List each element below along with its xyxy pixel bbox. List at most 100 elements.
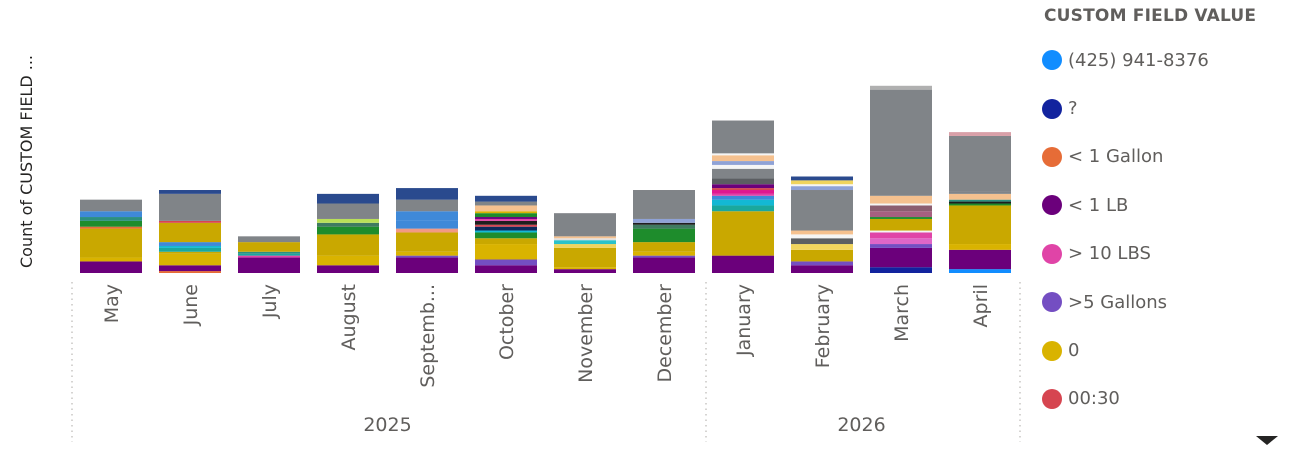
bar-segment[interactable] [791, 190, 853, 231]
bar-segment[interactable] [870, 230, 932, 233]
bar-segment[interactable] [317, 265, 379, 273]
bar-segment[interactable] [791, 238, 853, 245]
bar-segment[interactable] [475, 217, 537, 219]
bar-segment[interactable] [80, 228, 142, 258]
bar-segment[interactable] [633, 228, 695, 243]
bar-segment[interactable] [554, 213, 616, 237]
bar-3[interactable] [238, 236, 300, 273]
bar-segment[interactable] [159, 247, 221, 252]
bar-segment[interactable] [870, 238, 932, 245]
bar-segment[interactable] [396, 211, 458, 221]
bar-segment[interactable] [712, 120, 774, 154]
bar-segment[interactable] [870, 267, 932, 273]
bar-segment[interactable] [712, 184, 774, 189]
bar-10[interactable] [791, 176, 853, 274]
legend-item[interactable]: ? [1042, 84, 1292, 132]
bar-segment[interactable] [80, 211, 142, 218]
bar-segment[interactable] [475, 259, 537, 266]
bar-segment[interactable] [712, 155, 774, 162]
bar-segment[interactable] [396, 188, 458, 200]
legend-scroll-down-icon[interactable] [1256, 436, 1278, 445]
bar-segment[interactable] [554, 269, 616, 273]
bar-segment[interactable] [159, 253, 221, 266]
bar-segment[interactable] [475, 226, 537, 231]
bar-segment[interactable] [159, 251, 221, 254]
bar-segment[interactable] [475, 265, 537, 273]
bar-segment[interactable] [317, 226, 379, 235]
bar-segment[interactable] [712, 255, 774, 273]
bar-segment[interactable] [475, 220, 537, 225]
bar-segment[interactable] [712, 164, 774, 169]
bar-segment[interactable] [396, 255, 458, 258]
bar-6[interactable] [475, 195, 537, 273]
legend-item[interactable]: > 10 LBS [1042, 230, 1292, 278]
bar-segment[interactable] [475, 218, 537, 221]
bar-2[interactable] [159, 190, 221, 273]
bar-segment[interactable] [396, 228, 458, 233]
bar-segment[interactable] [712, 178, 774, 185]
bar-segment[interactable] [870, 217, 932, 219]
bar-segment[interactable] [791, 184, 853, 187]
bar-segment[interactable] [949, 199, 1011, 202]
bar-segment[interactable] [791, 234, 853, 239]
bar-segment[interactable] [80, 257, 142, 262]
bar-segment[interactable] [238, 255, 300, 258]
bar-segment[interactable] [712, 199, 774, 206]
bar-segment[interactable] [475, 224, 537, 227]
bar-segment[interactable] [475, 211, 537, 214]
legend-item[interactable]: (425) 941-8376 [1042, 36, 1292, 84]
bar-segment[interactable] [791, 244, 853, 250]
bar-segment[interactable] [475, 238, 537, 245]
bar-segment[interactable] [80, 261, 142, 273]
bar-segment[interactable] [870, 205, 932, 212]
bar-segment[interactable] [870, 85, 932, 90]
bar-segment[interactable] [633, 251, 695, 256]
bar-segment[interactable] [159, 271, 221, 273]
bar-segment[interactable] [554, 240, 616, 245]
bar-segment[interactable] [712, 161, 774, 165]
bar-segment[interactable] [159, 220, 221, 223]
bar-segment[interactable] [317, 193, 379, 204]
bar-8[interactable] [633, 190, 695, 273]
bar-segment[interactable] [870, 195, 932, 204]
bar-segment[interactable] [396, 232, 458, 252]
bar-segment[interactable] [159, 193, 221, 221]
bar-segment[interactable] [159, 242, 221, 246]
bar-segment[interactable] [870, 203, 932, 206]
bar-segment[interactable] [949, 203, 1011, 206]
bar-segment[interactable] [554, 244, 616, 248]
bar-segment[interactable] [554, 238, 616, 241]
bar-segment[interactable] [317, 218, 379, 223]
bar-4[interactable] [317, 193, 379, 273]
bar-segment[interactable] [80, 220, 142, 227]
bar-segment[interactable] [949, 244, 1011, 250]
bar-9[interactable] [712, 120, 774, 273]
bar-segment[interactable] [949, 132, 1011, 136]
bar-segment[interactable] [475, 195, 537, 202]
bar-segment[interactable] [80, 199, 142, 212]
bar-segment[interactable] [712, 188, 774, 191]
bar-segment[interactable] [396, 257, 458, 273]
bar-segment[interactable] [554, 236, 616, 239]
bar-segment[interactable] [870, 232, 932, 239]
legend-item[interactable]: 0 [1042, 326, 1292, 374]
bar-11[interactable] [870, 85, 932, 273]
bar-segment[interactable] [159, 222, 221, 243]
bar-segment[interactable] [712, 195, 774, 200]
bar-segment[interactable] [791, 186, 853, 191]
bar-segment[interactable] [317, 255, 379, 266]
bar-segment[interactable] [949, 249, 1011, 270]
bar-segment[interactable] [159, 245, 221, 248]
bar-segment[interactable] [633, 242, 695, 252]
bar-segment[interactable] [712, 205, 774, 212]
bar-segment[interactable] [949, 269, 1011, 273]
bar-5[interactable] [396, 188, 458, 273]
bar-segment[interactable] [238, 236, 300, 243]
bar-segment[interactable] [870, 244, 932, 248]
bar-segment[interactable] [396, 199, 458, 212]
bar-12[interactable] [949, 132, 1011, 273]
bar-segment[interactable] [80, 226, 142, 229]
bar-segment[interactable] [949, 201, 1011, 204]
bar-segment[interactable] [475, 232, 537, 239]
legend-item[interactable]: < 1 Gallon [1042, 133, 1292, 181]
